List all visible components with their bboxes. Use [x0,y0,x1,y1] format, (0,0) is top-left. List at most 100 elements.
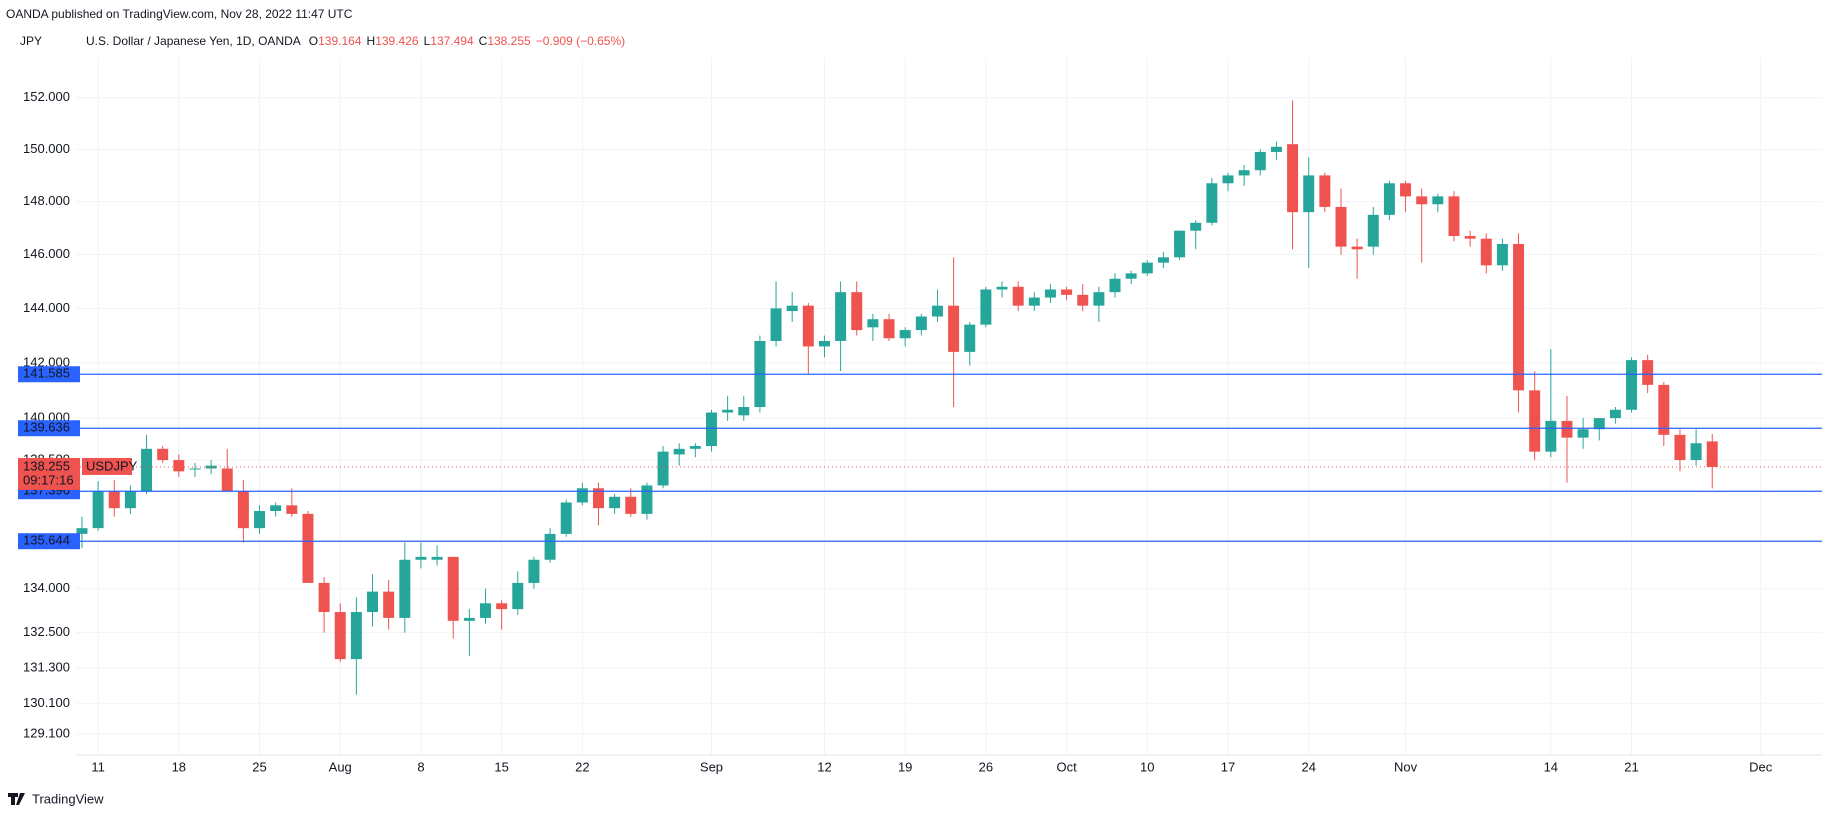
ohlc-value: 139.164 [318,34,362,48]
candle-body [1609,409,1621,419]
symbol-label: USDJPY [86,458,138,473]
candle-body [1125,273,1137,279]
y-tick-label: 142.000 [23,354,70,369]
price-label: 135.644 [23,533,70,548]
candle-body [980,289,992,325]
candle [431,545,443,566]
candle-body [996,286,1008,290]
candle [1529,371,1541,461]
candle-body [447,556,459,621]
x-tick-label: Dec [1749,759,1773,774]
candle [1706,434,1718,489]
y-tick-label: 146.000 [23,246,70,261]
candle [1383,180,1395,221]
x-tick-label: 15 [494,759,508,774]
candle-body [738,406,750,416]
brand-name: TradingView [32,791,104,806]
candle [1077,284,1089,312]
candle-body [899,330,911,339]
candle [786,292,798,322]
candle [851,281,863,336]
candle-body [948,305,960,352]
candle-body [1706,441,1718,467]
candle [705,409,717,452]
candle-body [1561,420,1573,438]
candle-body [641,485,653,514]
candle [1432,193,1444,213]
candle-body [189,468,201,470]
x-tick-label: 8 [417,759,424,774]
candle [560,499,572,537]
candle [1303,157,1315,269]
candle-body [254,511,266,529]
x-tick-label: 19 [898,759,912,774]
candle-body [1432,196,1444,205]
candle-body [931,305,943,317]
candle [480,588,491,624]
candle [237,479,249,543]
candle [1690,429,1702,466]
logo [8,793,25,805]
candle [689,443,701,458]
candle [205,460,217,475]
candle [92,481,104,532]
candle [254,505,266,534]
candle [867,313,879,341]
candle-body [512,582,524,610]
candle [302,511,314,583]
overlays: 152.000 150.000 148.000 146.000 144.000 142.0… [18,89,1822,774]
candle [286,488,298,517]
ohlc-key: H [367,34,376,48]
candle [576,482,588,506]
x-tick-label: 25 [252,759,266,774]
candle-body [1012,286,1024,306]
candle-body [1287,144,1299,213]
candle-body [1577,429,1589,438]
x-tick-label: Sep [700,759,723,774]
candle-body [1254,151,1266,171]
candle-body [786,305,798,312]
candle-body [770,308,782,341]
y-tick-label: 134.000 [23,580,70,595]
candle-body [593,488,604,509]
x-tick-label: 14 [1544,759,1558,774]
candle [1061,286,1073,301]
candle [770,281,782,347]
candle [1012,281,1024,312]
candle-body [1222,175,1234,184]
candle-body [1529,390,1541,452]
change: −0.909 (−0.65%) [536,34,625,48]
last-price-label: 138.255 [23,458,70,473]
candle [270,502,282,517]
candle-body [1077,294,1089,306]
candle [609,493,621,514]
candle [173,454,185,477]
candle [931,289,943,322]
candle-body [835,292,847,341]
candle [899,327,911,347]
candle-body [1480,238,1492,266]
candle [189,462,201,477]
x-tick-label: 22 [575,759,589,774]
candle-body [883,319,895,339]
x-tick-label: 12 [817,759,831,774]
candle [367,574,379,627]
currency: JPY [20,34,42,48]
x-tick-label: Oct [1056,759,1077,774]
candle [738,395,750,421]
candle [1028,292,1040,312]
candle-body [1238,170,1250,176]
x-tick-label: 26 [979,759,993,774]
candle [1448,191,1460,242]
candle-body [92,491,104,529]
brand: TradingView [8,791,104,806]
candle-body [560,502,572,534]
candle-body [1190,222,1202,231]
candle [1319,172,1331,213]
candle [141,434,153,494]
y-tick-label: 132.500 [23,624,70,639]
x-tick-label: Aug [329,759,352,774]
x-tick-label: 10 [1140,759,1154,774]
price-label: 141.585 [23,366,70,381]
